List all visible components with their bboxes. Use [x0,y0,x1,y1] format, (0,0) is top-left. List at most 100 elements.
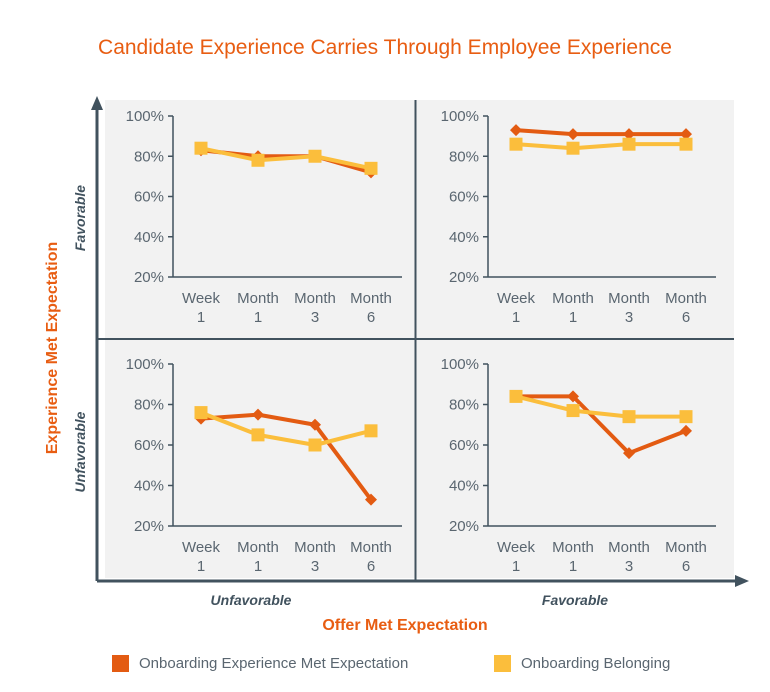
panel-top-left-series-2-line [200,146,372,171]
panel-top-left-x-tick-label: 1 [254,309,262,326]
panel-background-bottom-right [416,340,734,578]
panel-top-right-series-1-point [680,128,692,141]
panel-bottom-left-series-1-point [309,418,321,431]
panel-bottom-left-x-tick-label: 1 [254,558,262,575]
panel-top-right-series-2-point [622,137,636,151]
panel-bottom-right-y-tick-label: 100% [441,356,479,373]
panel-top-left-x-tick-label: Week [182,290,221,307]
panel-bottom-left-x-tick-label: Month [237,539,279,556]
panel-background-top-left [105,100,415,338]
panel-bottom-right-y-tick-label: 40% [449,478,479,495]
panel-bottom-left-x-tick-label: 1 [197,558,205,575]
panel-bottom-right-x-tick-label: Month [608,539,650,556]
panel-bottom-left-y-tick-label: 60% [134,437,164,454]
panel-top-left-y-tick-label: 60% [134,189,164,206]
panel-top-right-y-tick-label: 20% [449,269,479,286]
legend-swatch-experience [112,655,129,672]
panel-bottom-left-x-tick-label: Week [182,539,221,556]
panel-top-right-x-tick-label: Week [497,290,536,307]
panel-top-left-x-tick-label: 6 [367,309,375,326]
y-quadrant-label-unfavorable: Unfavorable [72,411,88,492]
panel-top-right-series-1-point [567,128,579,141]
panel-top-left-y-tick-label: 40% [134,229,164,246]
panel-bottom-left-y-tick-label: 20% [134,518,164,535]
panel-bottom-right-y-tick-label: 20% [449,518,479,535]
panel-top-right-series-1-point [623,128,635,141]
panel-top-right-x-tick-label: Month [608,290,650,307]
x-quadrant-label-unfavorable: Unfavorable [211,592,292,608]
panel-top-right-x-tick-label: 6 [682,309,690,326]
panel-top-left-series-2-point [194,141,208,155]
panel-bottom-right-series-1-point [623,447,635,460]
panel-top-right-y-tick-label: 80% [449,148,479,165]
panel-background-bottom-left [105,340,415,578]
panel-bottom-left-x-tick-label: Month [294,539,336,556]
panel-top-left-x-tick-label: Month [294,290,336,307]
panel-bottom-left-series-2-point [308,438,322,452]
panel-bottom-right-y-tick-label: 80% [449,397,479,414]
panel-bottom-left-x-tick-label: 6 [367,558,375,575]
panel-bottom-left-series-1-point [252,408,264,421]
panel-top-left-series-2-point [364,161,378,175]
panel-bottom-right-x-tick-label: Month [665,539,707,556]
panel-top-right-series-2-point [509,137,523,151]
legend-label-belonging: Onboarding Belonging [521,655,671,672]
panel-bottom-right-x-tick-label: 3 [625,558,633,575]
panel-bottom-right-x-tick-label: Month [552,539,594,556]
panel-top-right-y-tick-label: 100% [441,108,479,125]
chart-title: Candidate Experience Carries Through Emp… [98,36,672,59]
panel-bottom-right-series-2-point [622,410,636,424]
legend-item-belonging: Onboarding Belonging [494,655,670,672]
panel-bottom-right-series-2-line [515,394,686,419]
panel-bottom-right-series-2-point [509,389,523,403]
panel-top-right-x-tick-label: 1 [512,309,520,326]
chart-panels: 20% 40% 60% 80% 100% Week 1 Month 1 Month 3 Month 6 2… [126,108,716,575]
panel-bottom-left-series-2-line [200,410,372,447]
panel-bottom-left-x-tick-label: Month [350,539,392,556]
panel-top-right-series-2-line [515,142,686,151]
panel-top-right-y-tick-label: 60% [449,189,479,206]
legend-label-experience: Onboarding Experience Met Expectation [139,655,409,672]
panel-top-right-series-1-line [515,128,686,137]
panel-bottom-left-y-tick-label: 40% [134,478,164,495]
panel-bottom-left-series-2-point [364,424,378,438]
panel-top-left-x-tick-label: 3 [311,309,319,326]
panel-top-left-series-2-point [251,153,265,167]
panel-bottom-left-series-1-line [200,412,373,501]
panel-top-right-series-1-point [510,124,522,137]
panel-top-right-series-2-point [679,137,693,151]
panel-bottom-right-x-tick-label: 6 [682,558,690,575]
panel-bottom-right-series-2-point [679,410,693,424]
panel-bottom-right-x-tick-label: 1 [512,558,520,575]
y-axis-arrow [91,96,103,110]
panel-top-right-x-tick-label: Month [665,290,707,307]
panel-top-right-x-tick-label: Month [552,290,594,307]
panel-top-left-y-tick-label: 80% [134,148,164,165]
panel-bottom-right-x-tick-label: 1 [569,558,577,575]
panel-bottom-left-y-tick-label: 80% [134,397,164,414]
panel-bottom-left-series-2-point [194,406,208,420]
panel-top-right-series-2-point [566,141,580,155]
panel-top-left-y-tick-label: 100% [126,108,164,125]
x-axis-arrow [735,575,749,587]
legend-swatch-belonging [494,655,511,672]
panel-bottom-right-x-tick-label: Week [497,539,536,556]
panel-bottom-left-y-tick-label: 100% [126,356,164,373]
panel-bottom-right-series-1-point [680,424,692,437]
y-axis-title: Experience Met Expectation [44,242,61,455]
panel-top-left-x-tick-label: 1 [197,309,205,326]
panel-top-left-x-tick-label: Month [350,290,392,307]
panel-bottom-left-x-tick-label: 3 [311,558,319,575]
x-quadrant-label-favorable: Favorable [542,592,608,608]
panel-bottom-right-series-1-point [567,390,579,403]
panel-top-right-x-tick-label: 3 [625,309,633,326]
legend-item-experience: Onboarding Experience Met Expectation [112,655,408,672]
panel-bottom-right-y-tick-label: 60% [449,437,479,454]
panel-top-left-series-2-point [308,149,322,163]
panel-top-right-y-tick-label: 40% [449,229,479,246]
x-axis-title: Offer Met Expectation [322,617,487,634]
panel-top-left-y-tick-label: 20% [134,269,164,286]
panel-top-left-x-tick-label: Month [237,290,279,307]
panel-bottom-left-series-1-point [365,493,377,506]
